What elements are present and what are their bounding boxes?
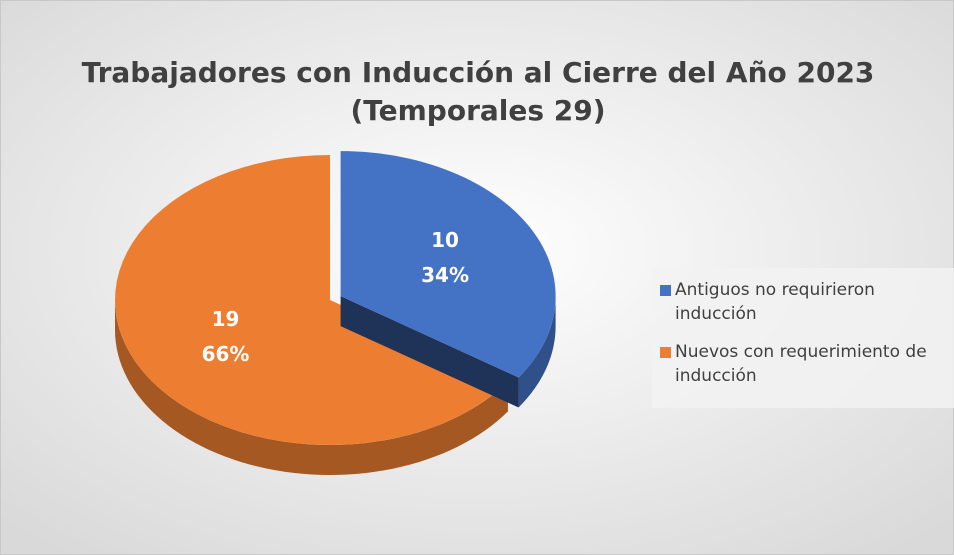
slice-side [518, 296, 556, 408]
chart-title: Trabajadores con Inducción al Cierre del… [82, 56, 875, 89]
data-label-value: 10 [431, 228, 459, 252]
slice-side [115, 300, 508, 475]
legend-swatch [660, 285, 671, 296]
legend-label: Nuevos con requerimiento de inducción [675, 342, 927, 386]
data-label-box [197, 299, 254, 376]
data-label-percent: 34% [421, 263, 469, 287]
legend-label: Antiguos no requirieron inducción [675, 280, 875, 324]
legend-item: Nuevos con requerimiento de inducción [656, 340, 951, 388]
pie: 19 66% 10 34% [115, 151, 556, 475]
legend: Antiguos no requirieron inducción Nuevos … [652, 268, 954, 408]
legend-swatch [660, 347, 671, 358]
slice-cut [340, 296, 519, 408]
legend-item: Antiguos no requirieron inducción [656, 278, 951, 326]
data-label-value: 19 [212, 307, 240, 331]
chart-subtitle: (Temporales 29) [350, 94, 605, 127]
data-label-box [417, 220, 474, 297]
data-label-percent: 66% [202, 342, 250, 366]
